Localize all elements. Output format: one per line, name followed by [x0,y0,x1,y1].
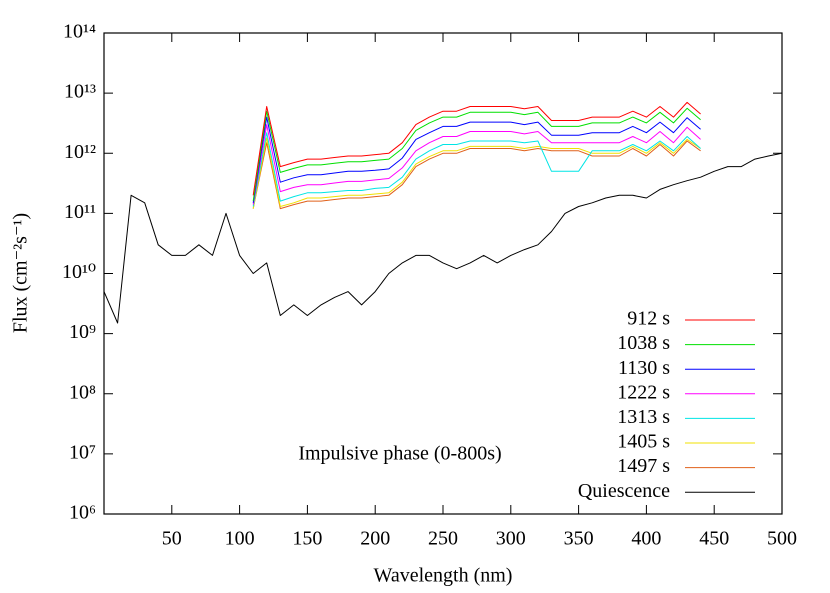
y-axis-label: Flux (cm⁻²s⁻¹) [10,213,32,333]
y-tick-label: 10⁶ [69,502,96,524]
legend-label: 1497 s [617,455,670,477]
x-tick-label: 200 [360,528,390,550]
x-tick-label: 50 [162,528,182,550]
y-tick-label: 10¹³ [64,81,96,103]
y-tick-label: 10⁷ [69,441,96,463]
series-line [103,152,783,324]
y-tick-label: 10¹⁰ [62,261,96,283]
x-tick-label: 400 [631,528,661,550]
series-line [252,107,701,202]
series-line [252,101,701,196]
series-line [252,116,701,203]
x-tick-label: 300 [496,528,526,550]
series-line [252,137,701,209]
series-line [252,132,701,207]
y-tick-label: 10¹¹ [64,201,96,223]
y-tick-label: 10⁹ [69,321,96,343]
x-tick-label: 100 [225,528,255,550]
x-tick-label: 150 [292,528,322,550]
legend-label: Quiescence [578,480,670,502]
y-tick-label: 10⁸ [69,381,96,403]
legend-label: 1130 s [618,357,670,379]
legend-label: 1313 s [617,406,670,428]
legend-label: 1038 s [617,332,670,354]
series-line [252,140,701,210]
annotation: Impulsive phase (0-800s) [298,443,501,465]
y-tick-label: 10¹² [64,141,96,163]
x-tick-label: 500 [767,528,797,550]
x-tick-label: 350 [564,528,594,550]
x-axis-label: Wavelength (nm) [374,565,513,587]
legend-label: 912 s [627,308,670,330]
y-tick-label: 10¹⁴ [63,21,96,43]
x-tick-label: 250 [428,528,458,550]
series-line [252,124,701,205]
legend-label: 1405 s [617,431,670,453]
legend-label: 1222 s [617,381,670,403]
x-tick-label: 450 [699,528,729,550]
